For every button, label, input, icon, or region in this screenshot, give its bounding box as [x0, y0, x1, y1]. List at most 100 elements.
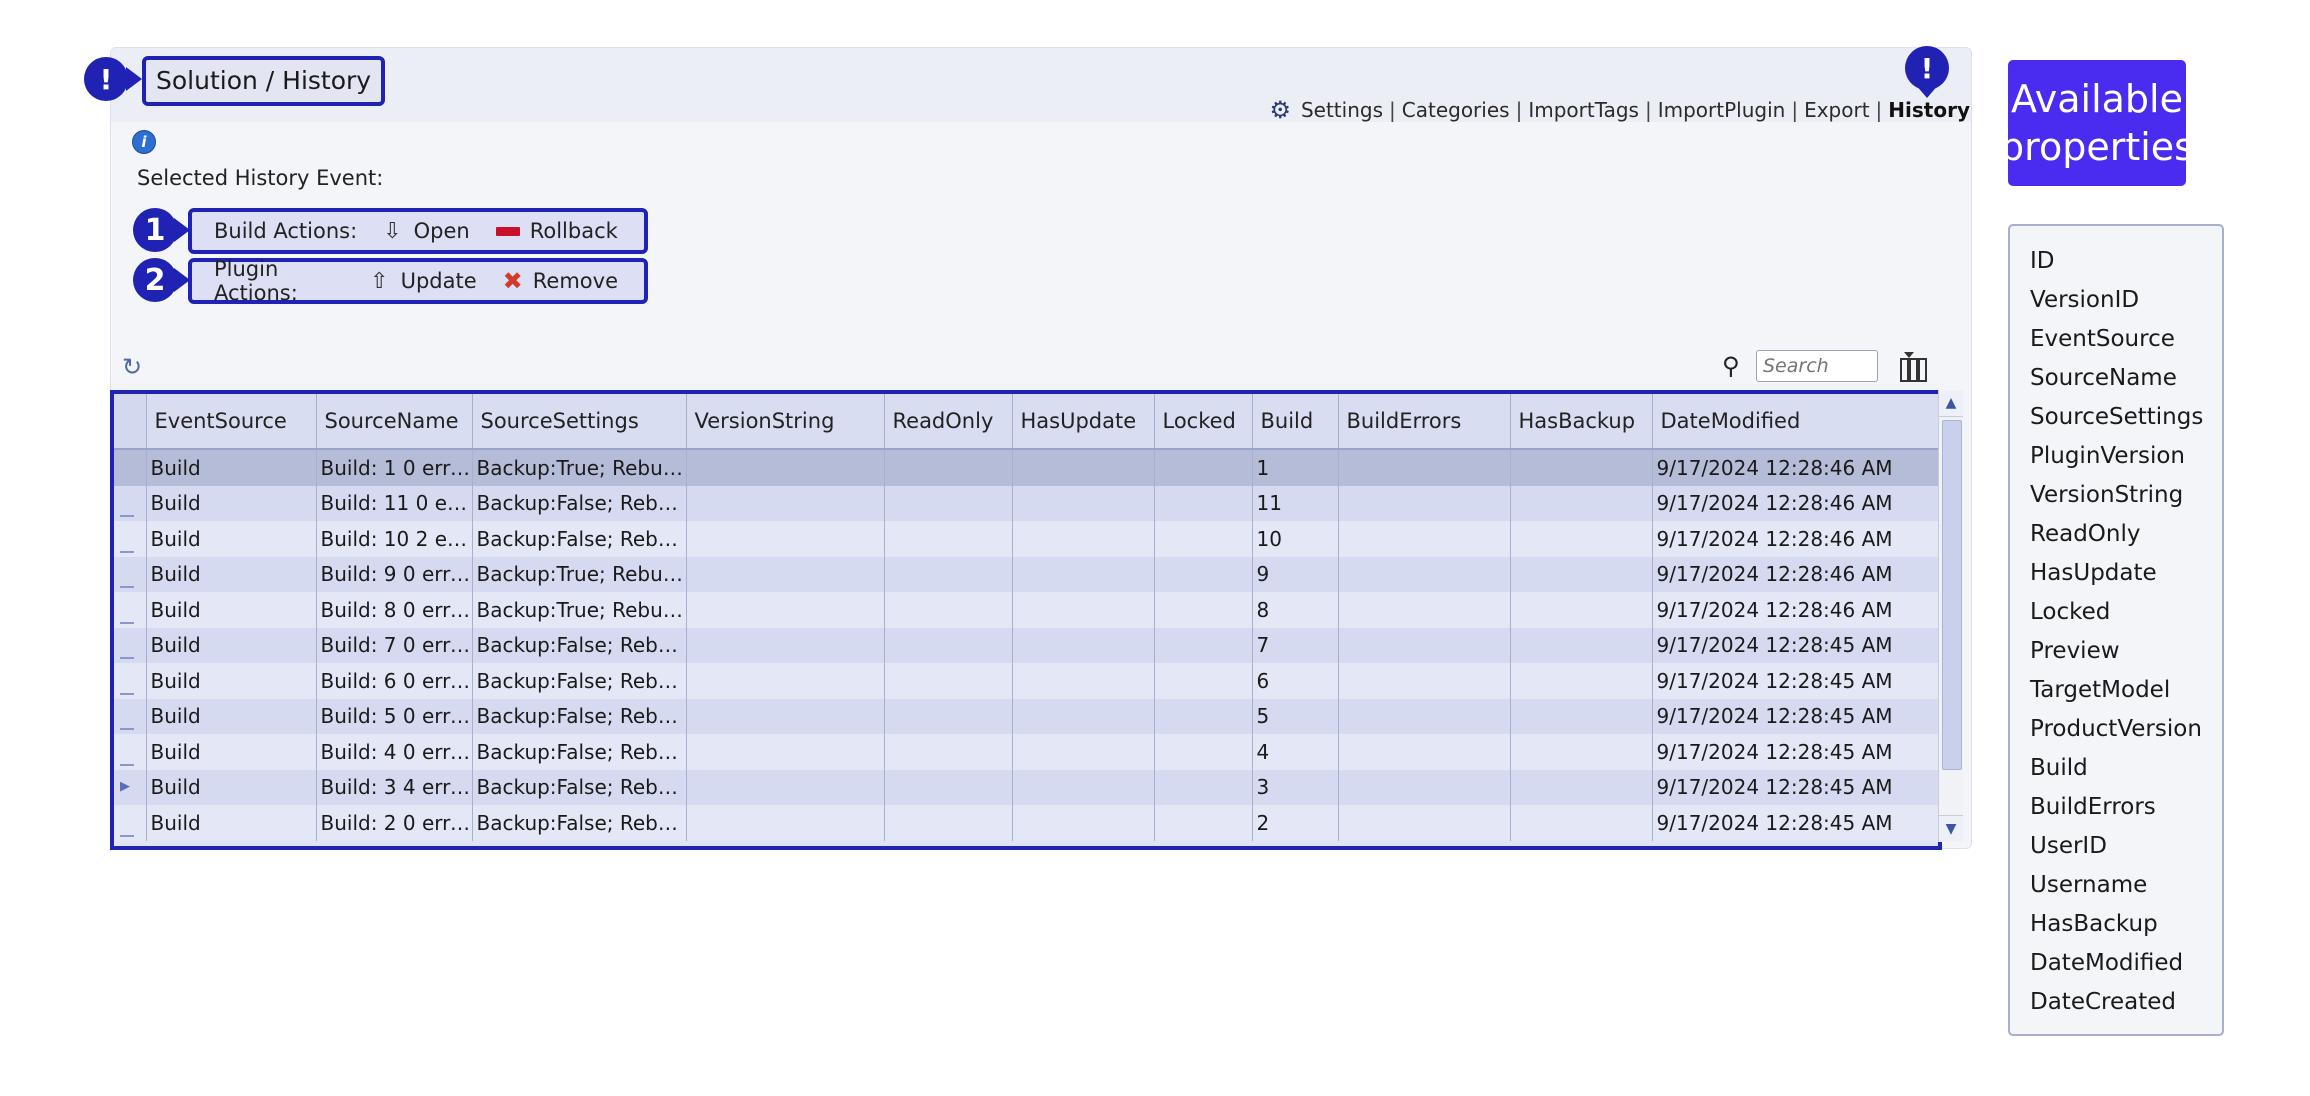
cell-hasbackup[interactable] [1510, 521, 1653, 557]
row-header[interactable] [114, 805, 147, 841]
cell-hasbackup[interactable] [1510, 769, 1653, 805]
cell-build[interactable]: 11 [1252, 485, 1339, 521]
cell-locked[interactable] [1154, 698, 1253, 734]
nav-link-export[interactable]: Export [1804, 98, 1870, 122]
cell-versionstring[interactable] [686, 769, 885, 805]
cell-eventsource[interactable]: Build [146, 556, 317, 592]
column-header-eventsource[interactable]: EventSource [146, 394, 317, 450]
cell-sourcename[interactable]: Build: 3 4 erro... [316, 769, 473, 805]
cell-eventsource[interactable]: Build [146, 627, 317, 663]
column-header-hasbackup[interactable]: HasBackup [1510, 394, 1653, 450]
row-header[interactable] [114, 521, 147, 557]
cell-sourcename[interactable]: Build: 1 0 erro... [316, 449, 473, 486]
cell-build[interactable]: 4 [1252, 734, 1339, 770]
cell-builderrors[interactable] [1338, 449, 1511, 486]
column-header-builderrors[interactable]: BuildErrors [1338, 394, 1511, 450]
table-row[interactable]: ▶ Build Build: 3 4 erro... Backup:False; Re… [114, 769, 1938, 805]
row-header[interactable] [114, 592, 147, 628]
cell-sourcesettings[interactable]: Backup:True; Rebuil... [472, 449, 687, 486]
cell-sourcename[interactable]: Build: 4 0 erro... [316, 734, 473, 770]
cell-sourcename[interactable]: Build: 8 0 erro... [316, 592, 473, 628]
scroll-up-icon[interactable]: ▲ [1939, 390, 1963, 417]
cell-hasupdate[interactable] [1012, 663, 1155, 699]
cell-versionstring[interactable] [686, 805, 885, 841]
table-row[interactable]: Build Build: 8 0 erro... Backup:True; Rebu… [114, 592, 1938, 628]
search-input[interactable] [1756, 350, 1878, 382]
table-row[interactable]: Build Build: 6 0 erro... Backup:False; Reb… [114, 663, 1938, 699]
cell-locked[interactable] [1154, 556, 1253, 592]
column-header-versionstring[interactable]: VersionString [686, 394, 885, 450]
rollback-button[interactable]: Rollback [495, 219, 618, 243]
table-row[interactable]: Build Build: 2 0 erro... Backup:False; Reb… [114, 805, 1938, 841]
nav-link-importplugin[interactable]: ImportPlugin [1657, 98, 1786, 122]
cell-locked[interactable] [1154, 521, 1253, 557]
cell-versionstring[interactable] [686, 592, 885, 628]
cell-eventsource[interactable]: Build [146, 698, 317, 734]
cell-locked[interactable] [1154, 592, 1253, 628]
cell-hasupdate[interactable] [1012, 592, 1155, 628]
cell-builderrors[interactable] [1338, 627, 1511, 663]
row-header[interactable]: ▶ [114, 769, 147, 805]
cell-hasupdate[interactable] [1012, 485, 1155, 521]
cell-readonly[interactable] [884, 805, 1013, 841]
cell-sourcesettings[interactable]: Backup:True; Rebuil... [472, 592, 687, 628]
nav-link-categories[interactable]: Categories [1401, 98, 1510, 122]
cell-datemodified[interactable]: 9/17/2024 12:28:45 AM [1652, 734, 1938, 770]
cell-locked[interactable] [1154, 627, 1253, 663]
cell-hasbackup[interactable] [1510, 556, 1653, 592]
cell-sourcename[interactable]: Build: 10 2 err... [316, 521, 473, 557]
cell-hasupdate[interactable] [1012, 769, 1155, 805]
cell-build[interactable]: 6 [1252, 663, 1339, 699]
cell-datemodified[interactable]: 9/17/2024 12:28:46 AM [1652, 449, 1938, 486]
table-row[interactable]: Build Build: 9 0 erro... Backup:True; Rebu… [114, 556, 1938, 592]
nav-link-settings[interactable]: Settings [1300, 98, 1383, 122]
cell-builderrors[interactable] [1338, 663, 1511, 699]
cell-build[interactable]: 1 [1252, 449, 1339, 486]
cell-eventsource[interactable]: Build [146, 485, 317, 521]
scroll-down-icon[interactable]: ▼ [1939, 815, 1963, 842]
cell-eventsource[interactable]: Build [146, 592, 317, 628]
cell-hasbackup[interactable] [1510, 698, 1653, 734]
cell-builderrors[interactable] [1338, 592, 1511, 628]
cell-versionstring[interactable] [686, 485, 885, 521]
cell-readonly[interactable] [884, 663, 1013, 699]
grid-scrollbar[interactable]: ▲ ▼ [1938, 390, 1963, 842]
update-button[interactable]: ⇧ Update [370, 269, 477, 294]
cell-build[interactable]: 5 [1252, 698, 1339, 734]
table-row[interactable]: Build Build: 4 0 erro... Backup:False; Reb… [114, 734, 1938, 770]
cell-build[interactable]: 7 [1252, 627, 1339, 663]
cell-eventsource[interactable]: Build [146, 769, 317, 805]
cell-versionstring[interactable] [686, 521, 885, 557]
cell-locked[interactable] [1154, 769, 1253, 805]
cell-readonly[interactable] [884, 556, 1013, 592]
cell-hasupdate[interactable] [1012, 521, 1155, 557]
table-row[interactable]: Build Build: 1 0 erro... Backup:True; Rebu… [114, 449, 1938, 486]
cell-builderrors[interactable] [1338, 521, 1511, 557]
row-header[interactable] [114, 485, 147, 521]
cell-hasupdate[interactable] [1012, 698, 1155, 734]
table-row[interactable]: Build Build: 5 0 erro... Backup:False; Reb… [114, 698, 1938, 734]
cell-hasbackup[interactable] [1510, 663, 1653, 699]
cell-readonly[interactable] [884, 734, 1013, 770]
cell-readonly[interactable] [884, 521, 1013, 557]
table-row[interactable]: Build Build: 11 0 err... Backup:False; Reb… [114, 485, 1938, 521]
cell-build[interactable]: 2 [1252, 805, 1339, 841]
cell-datemodified[interactable]: 9/17/2024 12:28:46 AM [1652, 521, 1938, 557]
cell-readonly[interactable] [884, 485, 1013, 521]
cell-hasupdate[interactable] [1012, 805, 1155, 841]
cell-datemodified[interactable]: 9/17/2024 12:28:46 AM [1652, 592, 1938, 628]
column-header-datemodified[interactable]: DateModified [1652, 394, 1938, 450]
cell-builderrors[interactable] [1338, 556, 1511, 592]
row-header[interactable] [114, 556, 147, 592]
row-header[interactable] [114, 734, 147, 770]
cell-sourcesettings[interactable]: Backup:False; Rebuil... [472, 663, 687, 699]
column-header-hasupdate[interactable]: HasUpdate [1012, 394, 1155, 450]
row-header[interactable] [114, 627, 147, 663]
column-header-locked[interactable]: Locked [1154, 394, 1253, 450]
cell-versionstring[interactable] [686, 449, 885, 486]
cell-sourcename[interactable]: Build: 2 0 erro... [316, 805, 473, 841]
cell-versionstring[interactable] [686, 627, 885, 663]
cell-locked[interactable] [1154, 485, 1253, 521]
cell-hasupdate[interactable] [1012, 627, 1155, 663]
open-button[interactable]: ⇩ Open [383, 219, 470, 244]
